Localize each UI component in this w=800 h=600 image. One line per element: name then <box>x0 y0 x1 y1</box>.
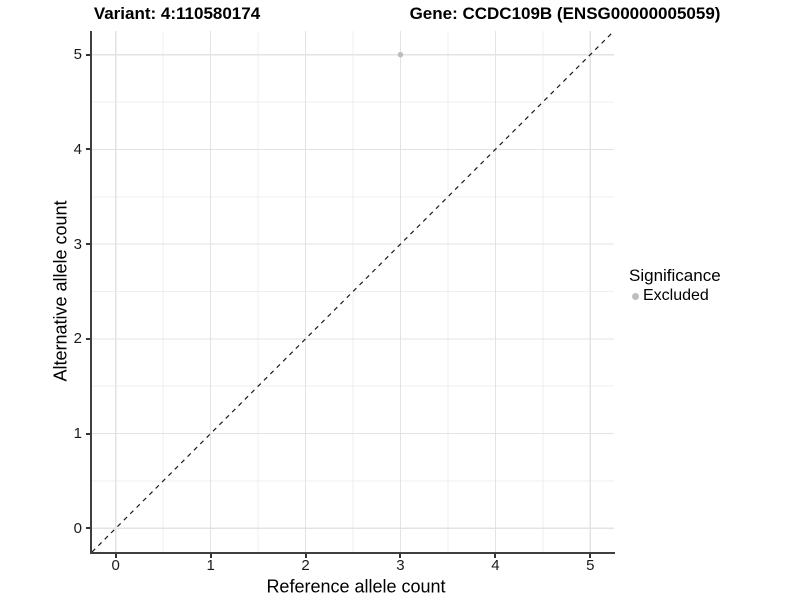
y-tick-label: 1 <box>73 425 82 443</box>
y-tick-mark <box>86 243 90 246</box>
x-tick-mark <box>399 554 402 558</box>
x-axis-title: Reference allele count <box>266 576 446 597</box>
x-tick-mark <box>304 554 307 558</box>
y-tick-mark <box>86 527 90 530</box>
x-tick-mark <box>114 554 117 558</box>
y-tick-label: 5 <box>73 46 82 64</box>
y-tick-mark <box>86 53 90 56</box>
legend-item: Excluded <box>632 287 721 305</box>
x-tick-label: 1 <box>206 557 215 574</box>
x-tick-label: 3 <box>396 557 405 574</box>
plot-title-gene: Gene: CCDC109B (ENSG00000005059) <box>409 4 721 23</box>
legend: Significance Excluded <box>629 266 721 305</box>
x-axis-line <box>90 552 615 554</box>
plot-canvas <box>92 31 614 552</box>
data-point <box>397 51 404 58</box>
legend-key-dot <box>632 292 639 300</box>
y-tick-mark <box>86 148 90 151</box>
legend-items: Excluded <box>629 287 721 305</box>
y-tick-label: 0 <box>73 519 82 537</box>
identity-line <box>92 31 614 552</box>
x-tick-mark <box>589 554 592 558</box>
y-tick-label: 4 <box>73 140 82 158</box>
y-tick-label: 3 <box>73 235 82 253</box>
y-tick-label: 2 <box>73 330 82 348</box>
plot-panel <box>92 31 614 552</box>
x-tick-label: 5 <box>586 557 595 574</box>
x-tick-label: 2 <box>301 557 310 574</box>
plot-title-variant: Variant: 4:110580174 <box>93 4 261 23</box>
y-tick-mark <box>86 337 90 340</box>
x-tick-label: 4 <box>491 557 500 574</box>
legend-item-label: Excluded <box>643 287 709 304</box>
legend-title: Significance <box>629 266 721 285</box>
x-tick-mark <box>209 554 212 558</box>
y-axis-title: Alternative allele count <box>50 200 71 382</box>
y-axis-line <box>90 31 92 554</box>
y-tick-mark <box>86 432 90 435</box>
x-tick-mark <box>494 554 497 558</box>
x-tick-label: 0 <box>111 557 120 574</box>
